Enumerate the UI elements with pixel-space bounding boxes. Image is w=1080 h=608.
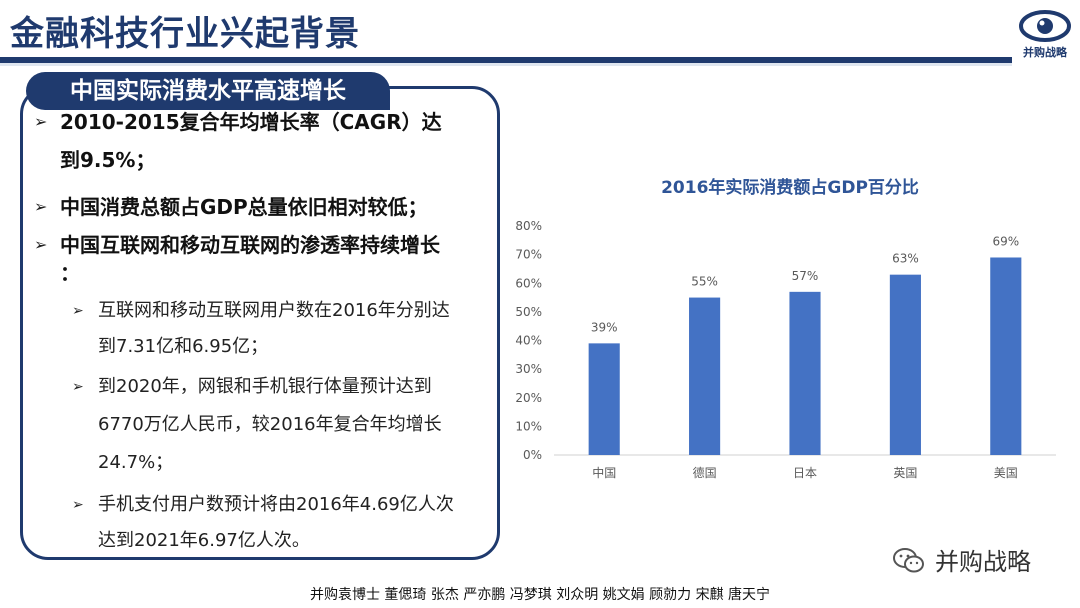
x-tick-label: 日本 [793, 466, 817, 480]
title-underline [0, 57, 1012, 63]
x-tick-label: 美国 [994, 466, 1018, 480]
sub-bullet-text: 手机支付用户数预计将由2016年4.69亿人次 [98, 494, 454, 515]
eye-logo-icon [1019, 10, 1071, 42]
bar [789, 291, 821, 455]
arrow-bullet-icon: ➢ [34, 197, 48, 216]
author-credits: 并购袁博士 董偲琦 张杰 严亦鹏 冯梦琪 刘众明 姚文娟 顾勍力 宋麒 唐天宁 [309, 587, 771, 603]
y-tick-label: 40% [515, 334, 542, 348]
arrow-bullet-icon: ➢ [34, 235, 48, 254]
sub-bullet-text: 6770万亿人民币，较2016年复合年均增长 [98, 414, 442, 435]
y-tick-label: 70% [515, 248, 542, 262]
data-label: 57% [792, 269, 819, 283]
bar-chart: 0% 10% 20% 30% 40% 50% 60% 70% 80% 39% 中国 55% 德国 57% 日… [515, 219, 1056, 480]
bullet-text: 中国消费总额占GDP总量依旧相对较低； [60, 195, 428, 219]
bullet-text: ： [60, 261, 80, 285]
chart-title: 2016年实际消费额占GDP百分比 [661, 178, 919, 198]
data-label: 63% [892, 252, 919, 266]
data-label: 69% [992, 234, 1019, 248]
logo-text: 并购战略 [1023, 46, 1067, 59]
y-tick-label: 10% [515, 419, 542, 433]
sub-bullet-text: 达到2021年6.97亿人次。 [98, 530, 310, 551]
y-tick-label: 50% [515, 305, 542, 319]
sub-bullet-text: 到7.31亿和6.95亿； [98, 336, 269, 357]
sub-bullet-text: 到2020年，网银和手机银行体量预计达到 [98, 376, 432, 397]
panel-heading: 中国实际消费水平高速增长 [26, 72, 390, 110]
data-label: 39% [591, 320, 618, 334]
x-tick-label: 英国 [893, 466, 917, 480]
arrow-bullet-icon: ➢ [72, 379, 84, 395]
data-label: 55% [691, 275, 718, 289]
bar [588, 343, 620, 455]
bar [689, 297, 721, 455]
sub-bullet-text: 互联网和移动互联网用户数在2016年分别达 [98, 300, 450, 321]
y-tick-label: 20% [515, 391, 542, 405]
bullet-text: 到9.5%； [60, 148, 156, 172]
arrow-bullet-icon: ➢ [34, 112, 48, 131]
y-tick-label: 80% [515, 219, 542, 233]
sub-bullet-text: 24.7%； [98, 452, 174, 473]
x-tick-label: 中国 [592, 465, 616, 480]
y-tick-label: 30% [515, 362, 542, 376]
page-title: 金融科技行业兴起背景 [10, 14, 360, 54]
brand-name: 并购战略 [935, 548, 1031, 576]
bullet-text: 2010-2015复合年均增长率（CAGR）达 [60, 110, 442, 134]
bar [889, 274, 921, 455]
bullet-text: 中国互联网和移动互联网的渗透率持续增长 [60, 233, 440, 257]
title-underline-shadow [0, 63, 1012, 66]
arrow-bullet-icon: ➢ [72, 497, 84, 513]
y-tick-label: 60% [515, 276, 542, 290]
x-tick-label: 德国 [693, 465, 717, 480]
arrow-bullet-icon: ➢ [72, 303, 84, 319]
wechat-icon [893, 548, 924, 573]
y-tick-label: 0% [523, 448, 542, 462]
bar [990, 257, 1022, 455]
